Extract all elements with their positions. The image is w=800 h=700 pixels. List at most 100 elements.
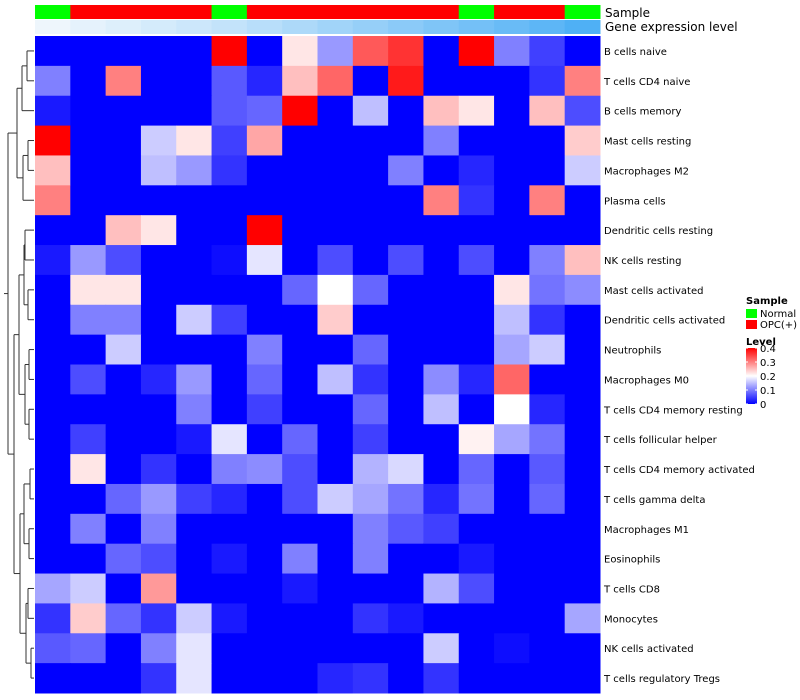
heatmap-cell	[423, 245, 460, 276]
heatmap-cell	[140, 663, 177, 694]
sample-annotation-bar	[35, 5, 601, 19]
heatmap-cell	[352, 245, 389, 276]
heatmap-cell	[423, 633, 460, 664]
heatmap-cell	[529, 274, 566, 306]
heatmap-cell	[458, 95, 495, 127]
heatmap-cell	[211, 513, 248, 545]
row-label: T cells regulatory Tregs	[603, 674, 720, 685]
heatmap-cell	[211, 274, 248, 306]
row-label: Neutrophils	[604, 346, 661, 357]
heatmap-cell	[176, 364, 213, 395]
heatmap-cell	[494, 454, 530, 485]
sample-annotation-cell	[352, 5, 389, 19]
heatmap-cell	[35, 185, 71, 216]
heatmap-cell	[529, 185, 566, 216]
heatmap-cell	[105, 155, 142, 186]
expression-annotation-cell	[282, 20, 318, 34]
heatmap-cell	[423, 334, 460, 365]
row-label: Macrophages M0	[604, 375, 689, 386]
heatmap-cell	[246, 364, 283, 395]
heatmap-cell	[388, 454, 424, 485]
heatmap-cell	[176, 424, 213, 455]
heatmap-cell	[282, 424, 318, 455]
heatmap-cell	[458, 215, 495, 246]
heatmap-cell	[529, 125, 566, 156]
heatmap-cell	[35, 95, 71, 127]
heatmap-cell	[105, 185, 142, 216]
heatmap-cell	[564, 95, 601, 127]
heatmap-cell	[423, 513, 460, 545]
heatmap-cell	[317, 633, 354, 664]
heatmap-cell	[246, 95, 283, 127]
heatmap-cell	[423, 155, 460, 186]
heatmap-cell	[176, 65, 213, 97]
heatmap-cell	[211, 334, 248, 365]
heatmap-cell	[388, 95, 424, 127]
heatmap-cell	[211, 633, 248, 664]
heatmap-cell	[211, 185, 248, 216]
row-label: T cells CD4 memory resting	[603, 405, 743, 416]
legend-level-ticks: 0.4 0.3 0.2 0.1 0	[746, 344, 776, 411]
heatmap-cell	[529, 334, 566, 365]
heatmap-cells	[35, 36, 601, 694]
heatmap-cell	[211, 543, 248, 575]
sample-annotation-cell	[564, 5, 601, 19]
heatmap-cell	[176, 95, 213, 127]
row-label: NK cells resting	[604, 256, 681, 267]
heatmap-cell	[458, 543, 495, 575]
heatmap-cell	[140, 513, 177, 545]
heatmap-cell	[317, 454, 354, 485]
heatmap-cell	[388, 185, 424, 216]
row-labels: B cells naive T cells CD4 naive B cells me…	[603, 47, 755, 685]
heatmap-cell	[388, 215, 424, 246]
heatmap-cell	[494, 633, 530, 664]
heatmap-cell	[352, 483, 389, 515]
heatmap-cell	[35, 513, 71, 545]
heatmap-cell	[458, 454, 495, 485]
sample-annotation-label: Sample	[605, 6, 650, 20]
row-label: B cells naive	[604, 47, 667, 58]
heatmap-cell	[35, 304, 71, 336]
heatmap-cell	[317, 36, 354, 67]
heatmap-cell	[246, 304, 283, 336]
row-label: Macrophages M1	[604, 525, 689, 536]
heatmap-cell	[317, 483, 354, 515]
heatmap-cell	[176, 36, 213, 67]
heatmap-cell	[388, 603, 424, 634]
heatmap-cell	[494, 573, 530, 604]
heatmap-cell	[388, 633, 424, 664]
heatmap-cell	[458, 633, 495, 664]
heatmap-cell	[70, 274, 107, 306]
heatmap-cell	[423, 304, 460, 336]
level-tick-label: 0.3	[760, 358, 776, 369]
heatmap-cell	[246, 424, 283, 455]
heatmap-cell	[352, 125, 389, 156]
heatmap-cell	[35, 334, 71, 365]
heatmap-cell	[105, 603, 142, 634]
heatmap-cell	[458, 185, 495, 216]
heatmap-cell	[105, 394, 142, 425]
heatmap-cell	[246, 573, 283, 604]
level-tick-label: 0.4	[760, 344, 776, 355]
heatmap-cell	[529, 424, 566, 455]
heatmap-cell	[70, 245, 107, 276]
row-label: Dendritic cells activated	[604, 316, 725, 327]
sample-annotation-cell	[246, 5, 283, 19]
heatmap-cell	[70, 125, 107, 156]
sample-annotation-cell	[529, 5, 566, 19]
heatmap-cell	[246, 215, 283, 246]
level-tick-label: 0.2	[760, 372, 776, 383]
heatmap-cell	[352, 334, 389, 365]
heatmap-cell	[35, 603, 71, 634]
sample-annotation-cell	[140, 5, 177, 19]
heatmap-cell	[176, 663, 213, 694]
heatmap-cell	[105, 573, 142, 604]
heatmap-cell	[105, 424, 142, 455]
heatmap-cell	[352, 424, 389, 455]
heatmap-cell	[352, 394, 389, 425]
heatmap-cell	[494, 304, 530, 336]
heatmap-cell	[176, 573, 213, 604]
row-label: T cells CD4 memory activated	[603, 465, 755, 476]
heatmap-cell	[282, 483, 318, 515]
row-label: T cells follicular helper	[603, 435, 718, 446]
